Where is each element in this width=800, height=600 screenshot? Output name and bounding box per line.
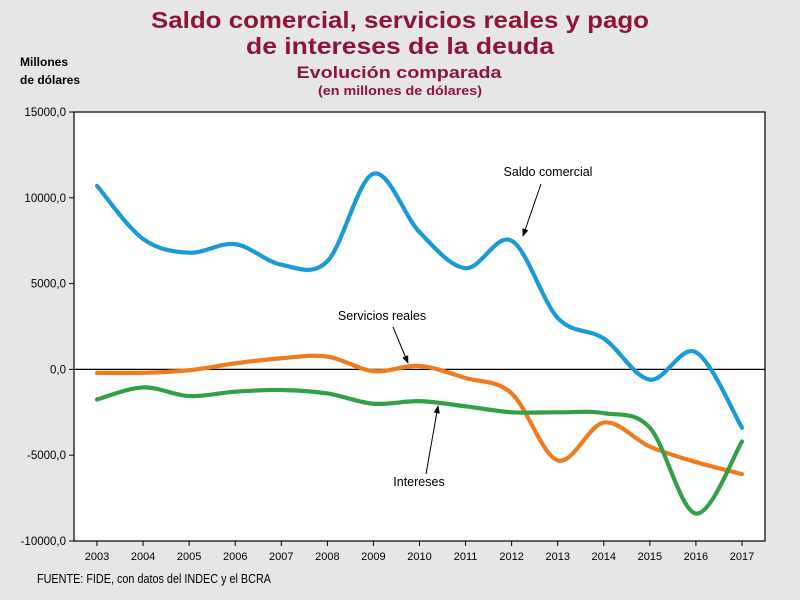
y-tick-label-3: 0,0	[50, 364, 66, 376]
plot-area	[73, 111, 766, 542]
x-tick-label-2009: 2009	[361, 551, 385, 563]
x-tick-label-2011: 2011	[454, 551, 478, 563]
x-tick-label-2016: 2016	[684, 551, 708, 563]
y-axis-label-line-1: Millones	[20, 55, 68, 69]
series-servicios-reales	[94, 353, 745, 477]
series-line-intereses	[94, 385, 745, 516]
source-note: FUENTE: FIDE, con datos del INDEC y el B…	[37, 572, 272, 586]
x-tick-label-2003: 2003	[85, 551, 109, 563]
y-tick-label-5: -10000,0	[21, 536, 66, 548]
annotation-label-saldo-comercial: Saldo comercial	[504, 165, 593, 179]
x-tick-label-2007: 2007	[269, 551, 293, 563]
y-tick-label-0: 15000,0	[24, 107, 66, 119]
chart-subtitle: Evolución comparada	[297, 63, 503, 82]
y-axis-label-line-2: de dólares	[20, 73, 80, 87]
x-axis: 2003 2004 2005 2006 2007 2008 2009 2010 2011 2012…	[85, 541, 754, 563]
x-tick-label-2006: 2006	[223, 551, 247, 563]
annotation-arrow-intereses	[425, 405, 440, 475]
x-tick-label-2015: 2015	[638, 551, 662, 563]
series-saldo-comercial	[94, 171, 745, 430]
series-intereses	[94, 385, 745, 516]
x-tick-label-2008: 2008	[315, 551, 339, 563]
x-tick-label-2013: 2013	[545, 551, 569, 563]
annotation-label-servicios-reales: Servicios reales	[338, 309, 426, 323]
annotation-arrow-saldo-comercial	[522, 183, 542, 237]
x-tick-label-2010: 2010	[407, 551, 431, 563]
x-tick-label-2014: 2014	[592, 551, 616, 563]
series-line-servicios-reales	[94, 353, 745, 477]
x-tick-label-2012: 2012	[499, 551, 523, 563]
x-tick-label-2004: 2004	[131, 551, 155, 563]
series-layer	[94, 171, 745, 516]
chart-title-line-1: Saldo comercial, servicios reales y pago	[151, 7, 649, 33]
x-tick-label-2017: 2017	[730, 551, 754, 563]
annotation-label-intereses: Intereses	[393, 475, 444, 489]
annotations: Saldo comercial Servicios reales Interes…	[338, 165, 593, 489]
x-tick-label-2005: 2005	[177, 551, 201, 563]
chart-unit-note: (en millones de dólares)	[318, 83, 482, 98]
annotation-arrow-servicios-reales	[392, 326, 409, 364]
y-tick-label-2: 5000,0	[31, 279, 66, 291]
chart-title-line-2: de intereses de la deuda	[246, 33, 554, 59]
y-axis: 15000,0 10000,0 5000,0 0,0 -5000,0 -10000,0	[21, 107, 74, 548]
series-line-saldo-comercial	[94, 171, 745, 430]
y-tick-label-4: -5000,0	[27, 450, 66, 462]
y-tick-label-1: 10000,0	[24, 193, 66, 205]
